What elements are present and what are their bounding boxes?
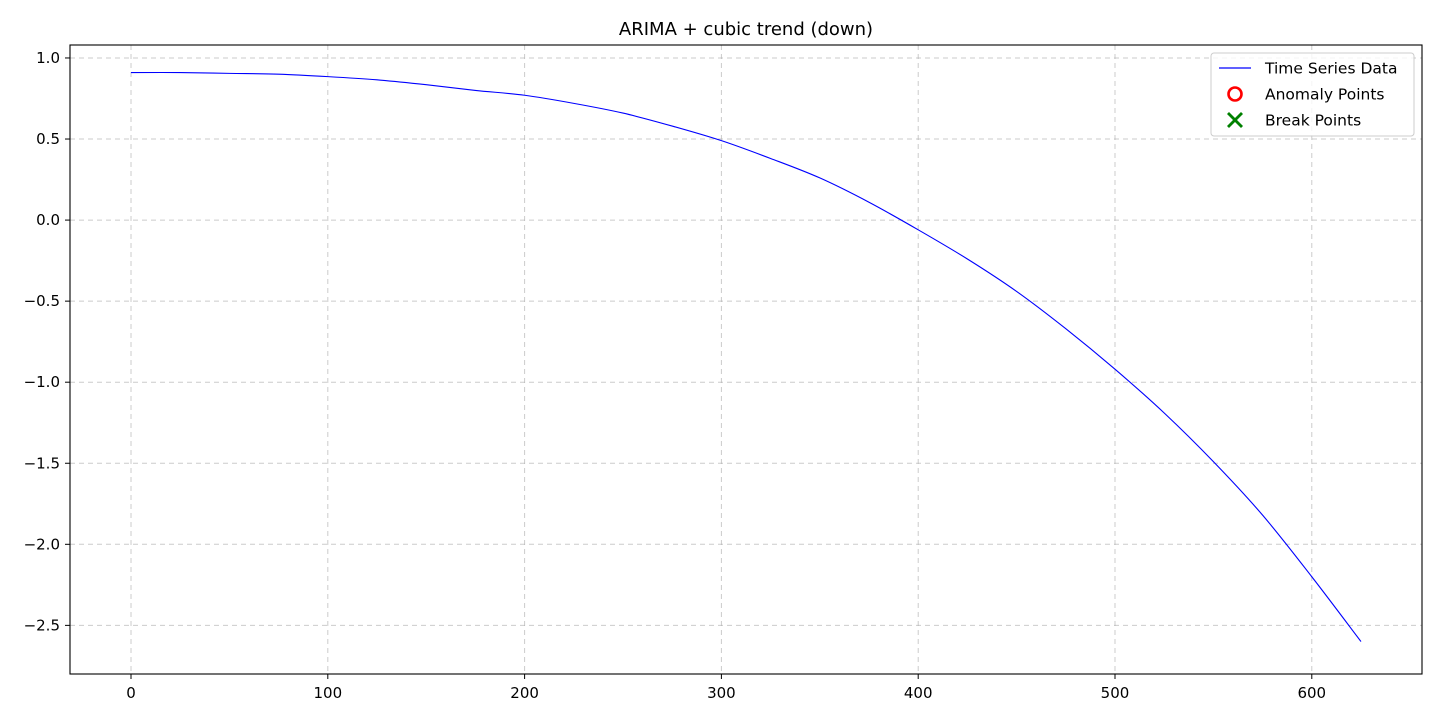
y-tick-label: −2.5	[24, 616, 60, 634]
axes-frame	[69, 44, 1423, 675]
series-line	[131, 71, 1362, 642]
x-tick-label: 0	[126, 684, 136, 702]
legend: Time Series Data Anomaly Points Break Po…	[1210, 52, 1415, 137]
legend-circle-swatch	[1227, 86, 1243, 102]
y-tick-label: −2.0	[24, 535, 60, 553]
x-tick-label: 500	[1101, 684, 1130, 702]
legend-label-time-series: Time Series Data	[1264, 60, 1397, 78]
chart-title: ARIMA + cubic trend (down)	[619, 19, 873, 40]
y-tick-label: −1.5	[24, 454, 60, 472]
y-tick-label: 1.0	[36, 49, 60, 67]
x-tick-label: 400	[904, 684, 933, 702]
series-layer	[131, 71, 1362, 642]
legend-label-break: Break Points	[1265, 112, 1361, 130]
x-tick-label: 600	[1297, 684, 1326, 702]
y-tick-label: 0.0	[36, 211, 60, 229]
x-tick-label: 300	[707, 684, 736, 702]
legend-box	[1210, 52, 1415, 137]
y-tick-label: −0.5	[24, 292, 60, 310]
legend-x-stroke	[1227, 112, 1243, 128]
legend-x-swatch	[1227, 112, 1243, 128]
y-tick-label: −1.0	[24, 373, 60, 391]
x-tick-label: 200	[510, 684, 539, 702]
legend-label-anomaly: Anomaly Points	[1265, 86, 1384, 104]
grid	[70, 45, 1422, 674]
y-tick-label: 0.5	[36, 130, 60, 148]
ticks-layer: 0 100 200 300 400 500 600 1.0 0.5 0.0 −0.5 −1.0 −1.5…	[24, 49, 1327, 702]
x-tick-label: 100	[313, 684, 342, 702]
